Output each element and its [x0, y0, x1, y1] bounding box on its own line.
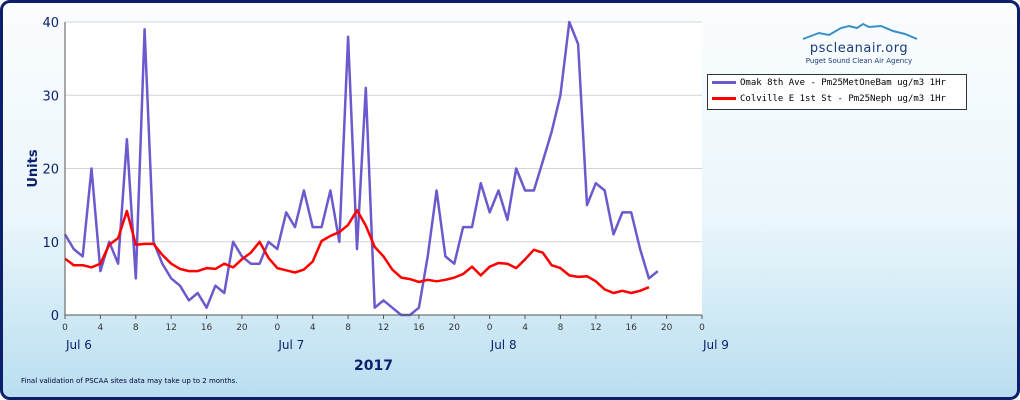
series-line-colville [64, 209, 650, 295]
legend-swatch-omak [712, 81, 736, 84]
x-hour-tick-label: 4 [310, 323, 316, 333]
x-hour-tick-label: 16 [413, 323, 425, 333]
legend-item-colville: Colville E 1st St - Pm25Neph ug/m3 1Hr [712, 94, 946, 108]
legend-label-colville: Colville E 1st St - Pm25Neph ug/m3 1Hr [740, 94, 946, 104]
agency-logo: pscleanair.org Puget Sound Clean Air Age… [789, 19, 929, 69]
series-line-omak [63, 20, 659, 317]
y-tick-label: 30 [42, 89, 59, 104]
x-hour-tick-label: 20 [661, 323, 673, 333]
x-hour-tick-label: 0 [274, 323, 280, 333]
y-tick-label: 40 [42, 16, 59, 31]
x-day-label: Jul 7 [277, 338, 304, 352]
y-tick-label: 20 [42, 163, 59, 178]
x-day-label: Jul 9 [702, 338, 729, 352]
x-day-label: Jul 8 [490, 338, 517, 352]
x-hour-tick-label: 16 [625, 323, 637, 333]
mountain-logo-icon [802, 22, 918, 40]
x-hour-tick-label: 8 [345, 323, 351, 333]
x-axis-label: 2017 [354, 358, 393, 374]
x-hour-tick-label: 12 [378, 323, 389, 333]
legend-swatch-colville [712, 97, 736, 100]
y-tick-label: 10 [42, 236, 59, 251]
x-hour-tick-label: 0 [487, 323, 493, 333]
footer-note: Final validation of PSCAA sites data may… [21, 377, 238, 385]
chart-svg: 0 10 20 30 40 Units 0 4 8 12 16 20 0 4 8 12 16 20 0 4 8 12 16 2… [26, 16, 729, 374]
legend-label-omak: Omak 8th Ave - Pm25MetOneBam ug/m3 1Hr [740, 78, 946, 88]
x-hour-tick-label: 0 [62, 323, 68, 333]
logo-main-text: pscleanair.org [809, 41, 909, 56]
logo-sub-text: Puget Sound Clean Air Agency [805, 57, 913, 65]
x-hour-tick-label: 8 [133, 323, 139, 333]
x-day-label: Jul 6 [65, 338, 92, 352]
x-hour-tick-label: 12 [590, 323, 601, 333]
x-hour-tick-label: 8 [558, 323, 564, 333]
x-hour-tick-label: 20 [449, 323, 461, 333]
legend-item-omak: Omak 8th Ave - Pm25MetOneBam ug/m3 1Hr [712, 78, 946, 92]
x-hour-tick-label: 4 [98, 323, 104, 333]
y-tick-label: 0 [51, 309, 59, 324]
x-hour-tick-label: 20 [236, 323, 248, 333]
y-axis-label: Units [26, 149, 41, 187]
x-hour-tick-label: 4 [522, 323, 528, 333]
chart-legend: Omak 8th Ave - Pm25MetOneBam ug/m3 1Hr C… [707, 74, 967, 110]
x-hour-tick-label: 12 [165, 323, 176, 333]
x-hour-tick-label: 0 [699, 323, 705, 333]
x-hour-tick-label: 16 [201, 323, 213, 333]
